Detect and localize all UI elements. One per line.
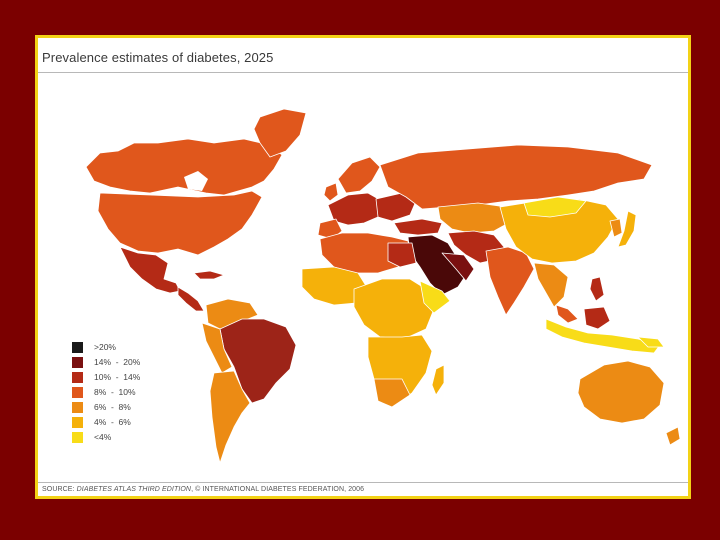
legend-label: 8% - 10% — [94, 387, 136, 397]
legend-swatch — [72, 372, 83, 383]
region-mainland-se-asia — [534, 263, 568, 307]
legend-item-under-4: <4% — [72, 432, 192, 444]
region-korea — [610, 219, 622, 237]
region-india — [486, 247, 534, 315]
region-malaysia — [556, 305, 578, 323]
source-suffix: , © INTERNATIONAL DIABETES FEDERATION, 2… — [191, 486, 364, 493]
legend-label: 14% - 20% — [94, 357, 140, 367]
legend-item-14-20: 14% - 20% — [72, 357, 192, 369]
legend-swatch — [72, 387, 83, 398]
region-canada-alaska — [86, 139, 282, 195]
legend-swatch — [72, 432, 83, 443]
map-panel: Prevalence estimates of diabetes, 2025 — [35, 35, 691, 499]
map-title: Prevalence estimates of diabetes, 2025 — [42, 50, 273, 65]
region-scandinavia — [338, 157, 380, 193]
source-prefix: SOURCE: — [42, 486, 77, 493]
region-usa — [98, 191, 262, 255]
region-new-zealand — [666, 427, 680, 445]
legend-item-8-10: 8% - 10% — [72, 387, 192, 399]
region-philippines — [590, 277, 604, 301]
legend-label: >20% — [94, 342, 116, 352]
legend-item-over-20: >20% — [72, 342, 192, 354]
legend-item-10-14: 10% - 14% — [72, 372, 192, 384]
legend-swatch — [72, 402, 83, 413]
title-divider — [38, 72, 688, 73]
source-divider — [38, 482, 688, 483]
legend-item-4-6: 4% - 6% — [72, 417, 192, 429]
legend-label: 6% - 8% — [94, 402, 131, 412]
source-credit: SOURCE: DIABETES ATLAS THIRD EDITION, © … — [42, 486, 364, 493]
legend-item-6-8: 6% - 8% — [72, 402, 192, 414]
region-central-america — [178, 287, 204, 311]
legend-swatch — [72, 342, 83, 353]
source-publication: DIABETES ATLAS THIRD EDITION — [77, 486, 191, 493]
region-caribbean — [194, 271, 224, 279]
legend-swatch — [72, 417, 83, 428]
region-uk — [324, 183, 338, 201]
legend-swatch — [72, 357, 83, 368]
legend-label: 10% - 14% — [94, 372, 140, 382]
legend-label: <4% — [94, 432, 111, 442]
region-egypt — [388, 243, 416, 267]
region-australia — [578, 361, 664, 423]
region-mexico — [120, 247, 180, 293]
region-madagascar — [432, 365, 444, 395]
region-russia — [380, 145, 652, 209]
region-borneo — [584, 307, 610, 329]
legend-label: 4% - 6% — [94, 417, 131, 427]
region-turkey-caucasus — [394, 219, 442, 235]
